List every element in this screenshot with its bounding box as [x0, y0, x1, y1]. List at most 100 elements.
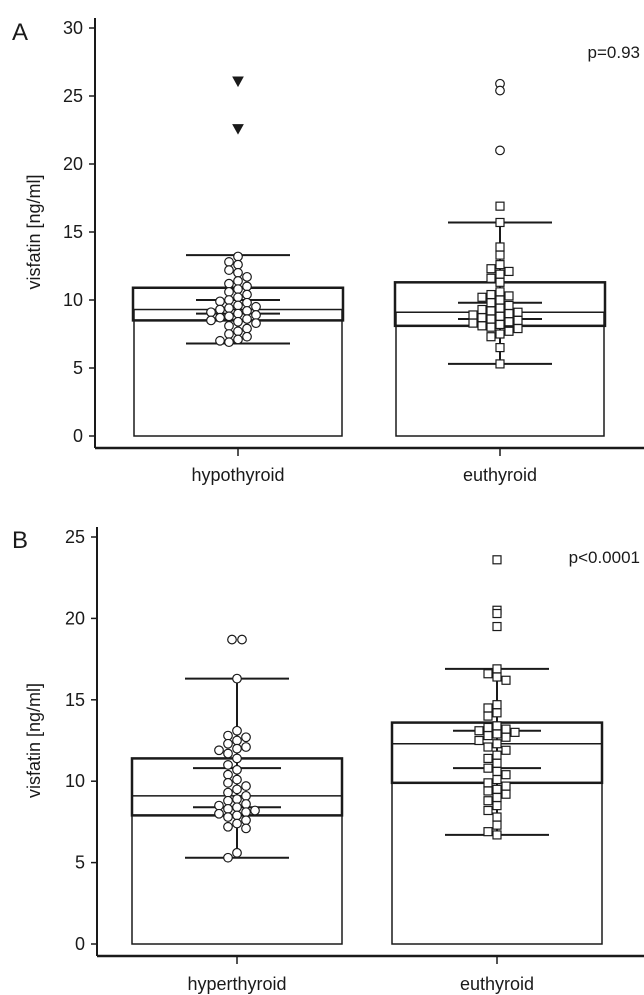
data-point [232, 753, 242, 764]
data-point [495, 295, 505, 305]
data-point [233, 316, 243, 327]
outlier-point [492, 555, 502, 565]
data-point [492, 792, 502, 803]
data-point [215, 304, 225, 315]
data-point [232, 818, 242, 829]
data-point [492, 812, 502, 822]
data-point [242, 271, 252, 282]
data-point [223, 748, 233, 759]
data-point [513, 323, 523, 334]
data-point [232, 774, 242, 785]
data-point [483, 742, 493, 752]
data-point [241, 815, 251, 826]
data-point [232, 810, 242, 821]
data-point [504, 317, 514, 327]
data-point [492, 672, 502, 682]
data-point [242, 331, 252, 342]
data-point [492, 664, 502, 674]
y-tick-label: 10 [65, 771, 85, 791]
outlier-point [495, 145, 505, 156]
data-point [486, 264, 496, 274]
data-point [495, 311, 505, 321]
data-point [233, 259, 243, 270]
y-tick-label: 15 [63, 222, 83, 242]
y-axis-label: visfatin [ng/ml] [24, 683, 44, 798]
data-point [495, 260, 505, 270]
data-point [492, 830, 502, 840]
data-point [492, 700, 502, 710]
data-point [233, 284, 243, 295]
data-point [495, 201, 505, 211]
data-point [224, 320, 234, 331]
data-point [214, 808, 224, 819]
data-point [224, 311, 234, 322]
data-point [492, 801, 502, 811]
data-point [232, 847, 242, 858]
outlier-point [237, 634, 247, 645]
data-point [495, 269, 505, 279]
data-point [504, 266, 514, 277]
data-point [241, 807, 251, 818]
data-point [242, 281, 252, 292]
data-point [214, 745, 224, 756]
data-point [495, 319, 505, 330]
data-point [242, 297, 252, 308]
data-point [513, 307, 523, 317]
data-point [477, 313, 487, 323]
data-point [483, 703, 493, 713]
data-point [483, 669, 493, 679]
data-point [492, 750, 502, 760]
data-point [492, 820, 502, 830]
y-tick-label: 0 [73, 426, 83, 446]
data-point [501, 732, 511, 742]
data-point [233, 267, 243, 278]
data-point [214, 800, 224, 811]
data-point [483, 827, 493, 837]
data-point [232, 802, 242, 813]
data-point [468, 310, 478, 320]
data-point [251, 301, 261, 312]
data-point [224, 295, 234, 305]
data-point [242, 305, 252, 316]
data-point [232, 673, 242, 684]
data-point [251, 310, 261, 320]
data-point [483, 753, 493, 764]
panel-letter: B [12, 527, 28, 554]
y-tick-label: 15 [65, 690, 85, 710]
p-value-annotation: p<0.0001 [569, 548, 640, 567]
data-point [215, 335, 225, 346]
data-point [495, 359, 505, 369]
x-tick-label: hyperthyroid [187, 974, 286, 994]
data-point [483, 763, 493, 773]
data-point [504, 291, 514, 301]
data-point [233, 326, 243, 337]
data-point [223, 795, 233, 806]
data-point [504, 326, 514, 336]
data-point [232, 743, 242, 754]
data-point [486, 273, 496, 283]
data-point [504, 309, 514, 319]
data-point [233, 334, 243, 345]
data-point [241, 790, 251, 801]
outlier-point [232, 76, 244, 88]
y-tick-label: 25 [65, 527, 85, 547]
data-point [492, 708, 502, 718]
data-point [486, 298, 496, 308]
data-point [501, 675, 511, 685]
data-point [250, 805, 260, 816]
data-point [483, 722, 493, 733]
data-point [492, 784, 502, 794]
data-point [242, 314, 252, 324]
data-point [223, 738, 233, 749]
data-point [495, 217, 505, 228]
data-point [242, 289, 252, 300]
data-point [241, 732, 251, 743]
outlier-point [495, 85, 505, 96]
data-point [251, 318, 261, 329]
data-point [206, 315, 216, 326]
p-value-annotation: p=0.93 [588, 43, 640, 62]
data-point [492, 766, 502, 777]
